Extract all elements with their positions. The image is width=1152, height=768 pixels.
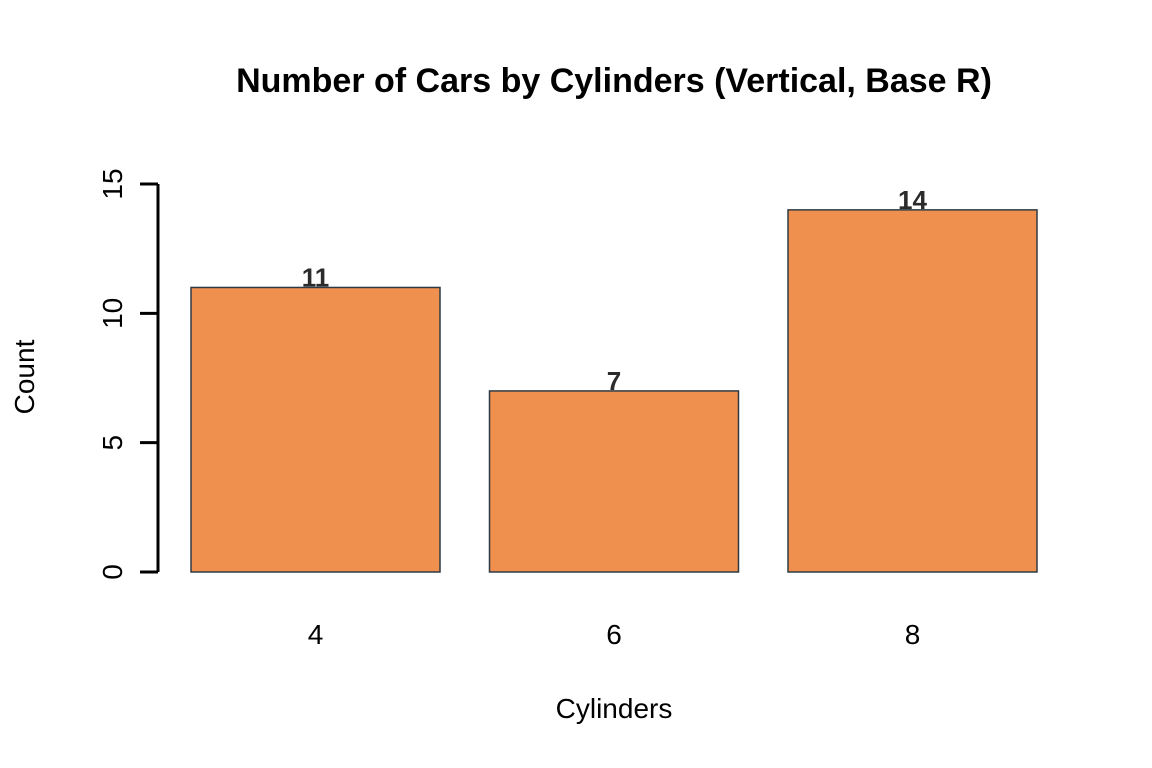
x-tick-label-4: 4 bbox=[308, 619, 324, 650]
bar-6 bbox=[488, 390, 740, 573]
x-tick-label-8: 8 bbox=[905, 619, 921, 650]
bar-8 bbox=[787, 209, 1038, 573]
y-tick-label: 10 bbox=[97, 298, 128, 329]
data-label-4: 11 bbox=[302, 262, 330, 292]
y-axis-label: Count bbox=[9, 339, 40, 414]
x-tick-label-6: 6 bbox=[606, 619, 622, 650]
y-tick-label: 15 bbox=[97, 168, 128, 199]
y-tick-label: 5 bbox=[97, 435, 128, 451]
data-label-8: 14 bbox=[898, 185, 927, 215]
y-axis: 0 5 10 15 bbox=[97, 168, 160, 580]
bar-4 bbox=[190, 286, 441, 573]
x-tick-labels: 4 6 8 bbox=[308, 619, 921, 650]
bars-group: 11 7 14 bbox=[190, 185, 1038, 573]
data-label-6: 7 bbox=[607, 366, 621, 396]
x-axis-label: Cylinders bbox=[556, 693, 673, 724]
chart-title: Number of Cars by Cylinders (Vertical, B… bbox=[236, 62, 992, 100]
y-tick-label: 0 bbox=[97, 564, 128, 580]
